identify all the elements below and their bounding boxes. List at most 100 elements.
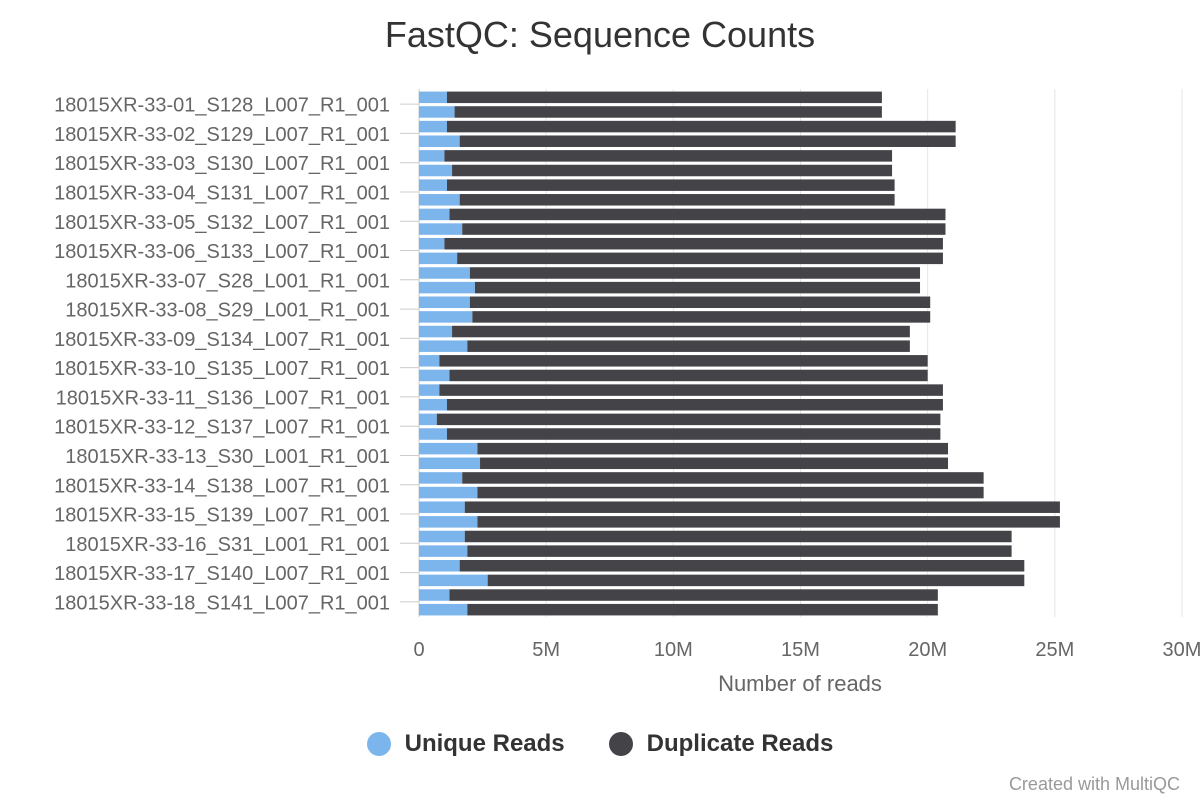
- bar-unique-reads[interactable]: [419, 208, 450, 221]
- bar-duplicate-reads[interactable]: [467, 545, 1012, 557]
- y-axis-labels: 18015XR-33-01_S128_L007_R1_001 18015XR-33…: [54, 95, 419, 614]
- bar-unique-reads[interactable]: [419, 516, 478, 528]
- bar-duplicate-reads[interactable]: [462, 223, 946, 235]
- y-category-label: 18015XR-33-05_S132_L007_R1_001: [54, 212, 390, 234]
- bar-unique-reads[interactable]: [419, 179, 447, 191]
- bar-duplicate-reads[interactable]: [446, 428, 941, 440]
- bar-unique-reads[interactable]: [419, 574, 488, 587]
- bar-unique-reads[interactable]: [419, 194, 460, 206]
- bar-duplicate-reads[interactable]: [452, 164, 893, 177]
- bar-unique-reads[interactable]: [419, 252, 458, 265]
- legend-duplicate-label: Duplicate Reads: [646, 730, 834, 757]
- bar-unique-reads[interactable]: [419, 442, 478, 455]
- bar-duplicate-reads[interactable]: [480, 457, 949, 470]
- bar-duplicate-reads[interactable]: [446, 120, 956, 133]
- bar-duplicate-reads[interactable]: [477, 516, 1060, 528]
- y-category-label: 18015XR-33-09_S134_L007_R1_001: [54, 329, 390, 351]
- y-category-label: 18015XR-33-17_S140_L007_R1_001: [54, 563, 390, 585]
- bar-duplicate-reads[interactable]: [436, 413, 941, 426]
- bar-unique-reads[interactable]: [419, 325, 453, 338]
- bar-duplicate-reads[interactable]: [477, 486, 984, 499]
- bar-unique-reads[interactable]: [419, 457, 481, 470]
- y-category-label: 18015XR-33-14_S138_L007_R1_001: [54, 475, 390, 497]
- bar-duplicate-reads[interactable]: [469, 296, 931, 309]
- y-category-label: 18015XR-33-08_S29_L001_R1_001: [65, 300, 390, 322]
- bar-unique-reads[interactable]: [419, 237, 445, 250]
- bar-unique-reads[interactable]: [419, 164, 453, 177]
- bar-duplicate-reads[interactable]: [446, 398, 943, 411]
- bar-unique-reads[interactable]: [419, 150, 445, 162]
- bar-duplicate-reads[interactable]: [464, 501, 1060, 513]
- x-tick-label: 20M: [908, 639, 947, 661]
- bar-unique-reads[interactable]: [419, 560, 460, 572]
- x-tick-label: 5M: [532, 639, 560, 661]
- bar-unique-reads[interactable]: [419, 296, 470, 309]
- bars: [419, 91, 1060, 616]
- bar-duplicate-reads[interactable]: [444, 237, 943, 250]
- bar-unique-reads[interactable]: [419, 355, 440, 367]
- bar-duplicate-reads[interactable]: [457, 252, 943, 265]
- legend-item-duplicate[interactable]: Duplicate Reads: [608, 730, 834, 758]
- bar-duplicate-reads[interactable]: [477, 442, 949, 455]
- bar-duplicate-reads[interactable]: [449, 369, 928, 382]
- bar-unique-reads[interactable]: [419, 486, 478, 499]
- bar-unique-reads[interactable]: [419, 369, 450, 382]
- bar-unique-reads[interactable]: [419, 106, 455, 118]
- bar-unique-reads[interactable]: [419, 135, 460, 147]
- bar-duplicate-reads[interactable]: [467, 603, 938, 616]
- bar-duplicate-reads[interactable]: [469, 267, 921, 279]
- bar-unique-reads[interactable]: [419, 501, 465, 513]
- y-category-label: 18015XR-33-02_S129_L007_R1_001: [54, 124, 390, 146]
- bar-duplicate-reads[interactable]: [446, 179, 895, 191]
- bar-duplicate-reads[interactable]: [459, 194, 895, 206]
- bar-duplicate-reads[interactable]: [439, 384, 943, 396]
- bar-duplicate-reads[interactable]: [459, 560, 1025, 572]
- bar-unique-reads[interactable]: [419, 603, 468, 616]
- bar-unique-reads[interactable]: [419, 267, 470, 279]
- x-tick-label: 30M: [1163, 639, 1200, 661]
- bar-unique-reads[interactable]: [419, 281, 475, 294]
- bar-duplicate-reads[interactable]: [467, 340, 910, 352]
- bar-unique-reads[interactable]: [419, 413, 437, 426]
- bar-unique-reads[interactable]: [419, 223, 463, 235]
- x-tick-label: 15M: [781, 639, 820, 661]
- bar-duplicate-reads[interactable]: [439, 355, 928, 367]
- bar-unique-reads[interactable]: [419, 472, 463, 484]
- bar-duplicate-reads[interactable]: [487, 574, 1025, 587]
- bar-duplicate-reads[interactable]: [462, 472, 984, 484]
- bar-duplicate-reads[interactable]: [449, 589, 938, 601]
- bar-unique-reads[interactable]: [419, 120, 447, 133]
- bar-unique-reads[interactable]: [419, 311, 473, 323]
- y-category-label: 18015XR-33-06_S133_L007_R1_001: [54, 241, 390, 263]
- y-category-label: 18015XR-33-16_S31_L001_R1_001: [65, 534, 390, 556]
- y-category-label: 18015XR-33-04_S131_L007_R1_001: [54, 182, 390, 204]
- y-category-label: 18015XR-33-12_S137_L007_R1_001: [54, 417, 390, 439]
- y-category-label: 18015XR-33-13_S30_L001_R1_001: [65, 446, 390, 468]
- bar-duplicate-reads[interactable]: [444, 150, 893, 162]
- bar-duplicate-reads[interactable]: [452, 325, 910, 338]
- bar-duplicate-reads[interactable]: [472, 311, 931, 323]
- bar-duplicate-reads[interactable]: [454, 106, 882, 118]
- bar-unique-reads[interactable]: [419, 530, 465, 543]
- bar-unique-reads[interactable]: [419, 340, 468, 352]
- bar-duplicate-reads[interactable]: [449, 208, 946, 221]
- bar-duplicate-reads[interactable]: [464, 530, 1012, 543]
- x-axis-ticks: 0 5M 10M 15M 20M 25M 30M: [413, 639, 1200, 661]
- y-category-label: 18015XR-33-03_S130_L007_R1_001: [54, 153, 390, 175]
- y-category-label: 18015XR-33-01_S128_L007_R1_001: [54, 95, 390, 117]
- legend-item-unique[interactable]: Unique Reads: [366, 730, 565, 758]
- bar-unique-reads[interactable]: [419, 384, 440, 396]
- bar-unique-reads[interactable]: [419, 91, 447, 104]
- bar-unique-reads[interactable]: [419, 398, 447, 411]
- y-category-label: 18015XR-33-11_S136_L007_R1_001: [56, 387, 390, 409]
- bar-duplicate-reads[interactable]: [459, 135, 956, 147]
- bar-unique-reads[interactable]: [419, 545, 468, 557]
- legend-unique-label: Unique Reads: [404, 730, 565, 757]
- chart-title: FastQC: Sequence Counts: [384, 14, 816, 55]
- bar-unique-reads[interactable]: [419, 589, 450, 601]
- legend-duplicate-marker: [608, 732, 633, 756]
- bar-unique-reads[interactable]: [419, 428, 447, 440]
- bar-duplicate-reads[interactable]: [474, 281, 921, 294]
- bar-duplicate-reads[interactable]: [446, 91, 882, 104]
- credits-link[interactable]: Created with MultiQC: [1008, 774, 1180, 794]
